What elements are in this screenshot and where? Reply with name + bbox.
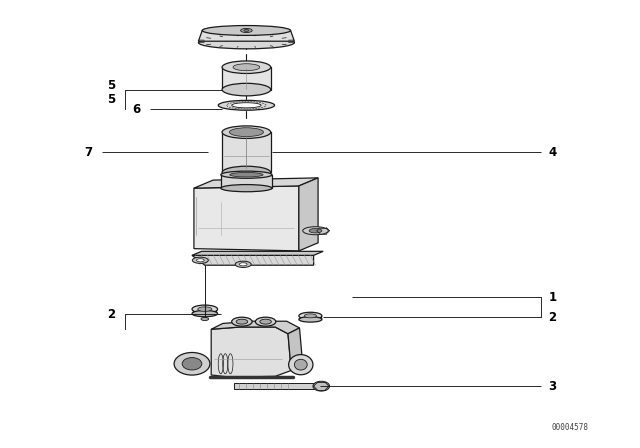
- Ellipse shape: [236, 319, 248, 324]
- Polygon shape: [211, 321, 300, 334]
- Polygon shape: [198, 30, 294, 41]
- Text: 5: 5: [107, 78, 115, 92]
- Ellipse shape: [233, 64, 260, 71]
- Text: 1: 1: [548, 290, 557, 304]
- Ellipse shape: [244, 30, 249, 31]
- Ellipse shape: [236, 261, 252, 267]
- Ellipse shape: [192, 310, 218, 317]
- Ellipse shape: [239, 263, 247, 266]
- Text: 3: 3: [548, 379, 557, 393]
- Ellipse shape: [313, 381, 330, 391]
- Text: 00004578: 00004578: [552, 423, 589, 432]
- Polygon shape: [194, 186, 299, 251]
- Ellipse shape: [289, 355, 313, 375]
- Ellipse shape: [182, 358, 202, 370]
- Ellipse shape: [299, 317, 322, 322]
- Ellipse shape: [232, 317, 252, 326]
- Ellipse shape: [232, 103, 261, 108]
- Text: 6: 6: [132, 103, 141, 116]
- Ellipse shape: [299, 312, 322, 319]
- Ellipse shape: [241, 28, 252, 33]
- Text: 4: 4: [548, 146, 557, 159]
- Polygon shape: [222, 132, 271, 172]
- Polygon shape: [221, 175, 272, 188]
- Polygon shape: [192, 251, 323, 255]
- Ellipse shape: [222, 166, 271, 179]
- Polygon shape: [192, 255, 314, 265]
- Ellipse shape: [222, 83, 271, 96]
- Polygon shape: [288, 328, 303, 370]
- Ellipse shape: [196, 258, 204, 262]
- Ellipse shape: [202, 26, 291, 35]
- Ellipse shape: [294, 359, 307, 370]
- Polygon shape: [193, 309, 216, 314]
- Ellipse shape: [222, 61, 271, 73]
- Text: 7: 7: [84, 146, 93, 159]
- Ellipse shape: [192, 305, 218, 313]
- Ellipse shape: [222, 126, 271, 138]
- Text: 2: 2: [548, 310, 557, 324]
- Ellipse shape: [198, 36, 294, 49]
- Polygon shape: [211, 327, 291, 377]
- Polygon shape: [222, 67, 271, 90]
- Polygon shape: [194, 178, 318, 188]
- Ellipse shape: [255, 317, 276, 326]
- Ellipse shape: [192, 257, 209, 263]
- Ellipse shape: [230, 172, 263, 177]
- Ellipse shape: [229, 128, 264, 137]
- Ellipse shape: [303, 227, 328, 235]
- Bar: [234, 383, 314, 389]
- Ellipse shape: [174, 353, 210, 375]
- Ellipse shape: [221, 185, 272, 192]
- Ellipse shape: [221, 171, 272, 178]
- Ellipse shape: [309, 228, 322, 233]
- Ellipse shape: [198, 307, 212, 311]
- Polygon shape: [300, 316, 321, 319]
- Text: 5: 5: [107, 93, 115, 106]
- Polygon shape: [299, 178, 318, 251]
- Ellipse shape: [218, 100, 275, 110]
- Text: 2: 2: [107, 308, 115, 321]
- Ellipse shape: [260, 319, 271, 324]
- Ellipse shape: [305, 314, 316, 318]
- Ellipse shape: [201, 317, 209, 321]
